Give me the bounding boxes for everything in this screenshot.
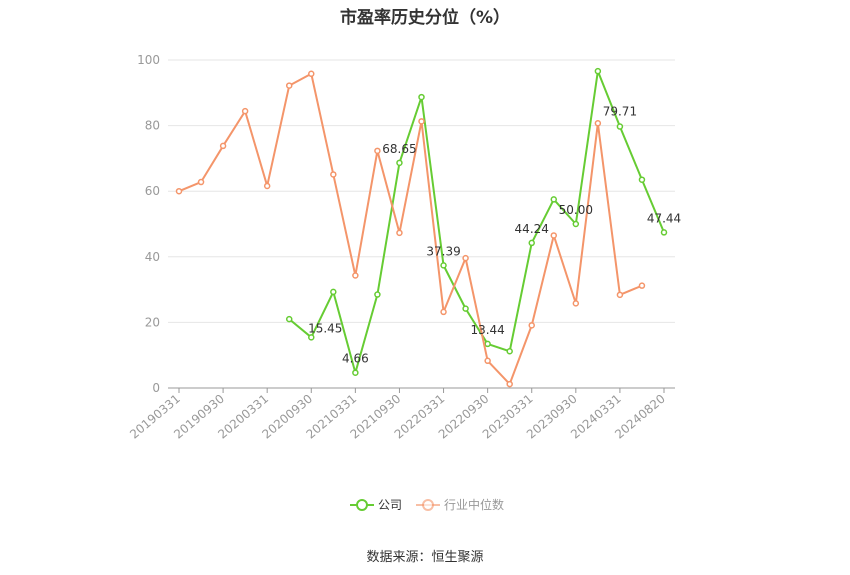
data-point bbox=[396, 159, 403, 167]
data-point bbox=[197, 178, 205, 186]
series-line bbox=[288, 70, 665, 374]
series-industry-median bbox=[175, 70, 646, 388]
source-note: 数据来源：恒生聚源 bbox=[366, 550, 484, 565]
legend-item: 行业中位数 bbox=[416, 497, 504, 512]
y-tick-label: 20 bbox=[145, 315, 160, 329]
data-point bbox=[462, 254, 469, 262]
y-tick-label: 0 bbox=[152, 381, 160, 395]
data-point bbox=[660, 229, 668, 236]
data-point bbox=[550, 196, 558, 203]
data-point bbox=[638, 282, 646, 289]
data-labels: 15.45 4.66 68.65 37.39 13.44 44.24 50.00 79.71 4… bbox=[308, 105, 681, 366]
data-point bbox=[285, 315, 293, 323]
data-point bbox=[285, 82, 293, 89]
data-point bbox=[506, 348, 513, 355]
data-point bbox=[528, 322, 535, 329]
data-label: 13.44 bbox=[470, 323, 504, 337]
data-point bbox=[352, 369, 359, 376]
data-point bbox=[352, 272, 359, 279]
data-point bbox=[263, 182, 271, 190]
data-point bbox=[330, 171, 337, 178]
chart-title: 市盈率历史分位（%） bbox=[339, 8, 511, 28]
data-label: 47.44 bbox=[647, 211, 681, 225]
data-point bbox=[594, 67, 602, 75]
data-point bbox=[374, 291, 381, 298]
data-point bbox=[440, 308, 447, 316]
data-point bbox=[462, 305, 469, 312]
data-point bbox=[616, 291, 624, 299]
data-label: 15.45 bbox=[308, 321, 342, 335]
data-point bbox=[330, 288, 337, 296]
data-point bbox=[572, 220, 580, 228]
data-point bbox=[241, 107, 249, 115]
data-point bbox=[506, 380, 513, 388]
data-point bbox=[396, 229, 403, 237]
y-tick-label: 40 bbox=[145, 250, 160, 264]
data-point bbox=[308, 70, 315, 78]
data-label: 44.24 bbox=[515, 222, 549, 236]
data-point bbox=[638, 176, 646, 183]
data-point bbox=[616, 123, 624, 130]
series-line bbox=[178, 72, 643, 386]
data-point bbox=[175, 187, 183, 195]
series-company bbox=[285, 67, 668, 376]
legend-label: 行业中位数 bbox=[444, 497, 504, 512]
data-point bbox=[440, 262, 447, 269]
data-point bbox=[308, 334, 315, 341]
data-point bbox=[484, 357, 491, 365]
data-point bbox=[550, 232, 558, 239]
legend-marker bbox=[422, 499, 434, 511]
data-point bbox=[374, 147, 381, 155]
legend-label: 公司 bbox=[378, 498, 402, 512]
legend: 公司 行业中位数 bbox=[350, 497, 504, 512]
data-label: 68.65 bbox=[382, 142, 416, 156]
data-label: 4.66 bbox=[342, 352, 369, 366]
data-label: 79.71 bbox=[603, 105, 637, 119]
data-point bbox=[528, 239, 535, 247]
data-point bbox=[418, 93, 425, 101]
legend-marker bbox=[356, 499, 368, 511]
data-label: 50.00 bbox=[559, 203, 593, 217]
data-point bbox=[418, 118, 425, 125]
y-tick-label: 100 bbox=[137, 53, 160, 67]
data-point bbox=[219, 142, 227, 150]
data-point bbox=[484, 340, 491, 348]
legend-item: 公司 bbox=[350, 498, 402, 512]
y-tick-label: 80 bbox=[145, 119, 160, 133]
data-label: 37.39 bbox=[426, 244, 460, 258]
series-layer bbox=[175, 67, 668, 388]
data-point bbox=[572, 300, 580, 307]
data-point bbox=[594, 120, 602, 127]
y-tick-label: 60 bbox=[145, 184, 160, 198]
